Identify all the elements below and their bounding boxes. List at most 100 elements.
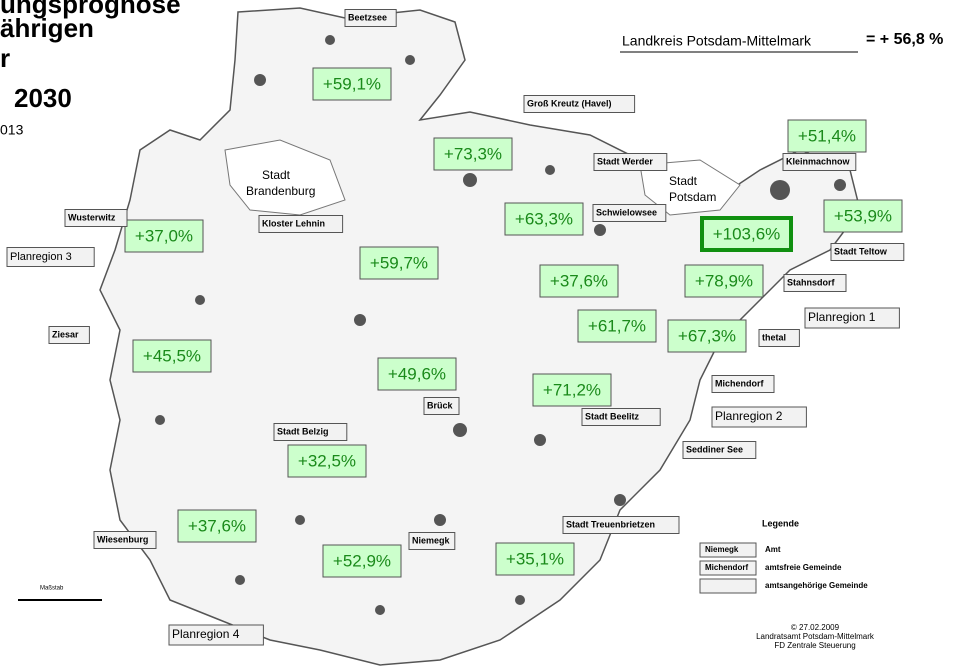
growth-box xyxy=(132,339,212,373)
place-label: Stadt Beelitz xyxy=(585,411,640,421)
place-label: Planregion 2 xyxy=(715,409,783,423)
growth-box xyxy=(700,216,793,252)
place-label: Stadt Belzig xyxy=(277,426,329,436)
growth-box xyxy=(667,319,747,353)
growth-box xyxy=(359,246,439,280)
place-box xyxy=(581,408,661,426)
place-box xyxy=(6,247,95,267)
place-box xyxy=(273,423,348,441)
credit: FD Zentrale Steuerung xyxy=(774,641,855,650)
growth-box xyxy=(532,373,612,407)
growth-box xyxy=(823,199,903,233)
place-box xyxy=(408,532,456,550)
header-label: Landkreis Potsdam-Mittelmark xyxy=(622,33,812,49)
title-line: ungsprognose xyxy=(0,0,181,19)
legend-text: Amt xyxy=(765,545,781,554)
growth-label: +59,1% xyxy=(323,74,381,93)
place-box xyxy=(168,624,264,646)
place-box xyxy=(758,329,800,347)
growth-label: +32,5% xyxy=(298,451,356,470)
place-label: Kloster Lehnin xyxy=(262,218,325,228)
place-box xyxy=(711,375,775,393)
growth-box xyxy=(787,119,867,153)
settlements xyxy=(155,35,846,615)
place-label: Wiesenburg xyxy=(97,534,148,544)
title-line: r xyxy=(0,43,10,73)
legend-title: Legende xyxy=(762,518,799,528)
place-label: Niemegk xyxy=(412,535,451,545)
header-value: = + 56,8 % xyxy=(866,31,943,48)
place-box xyxy=(783,274,847,292)
growth-box xyxy=(504,202,584,236)
place-box xyxy=(682,441,757,459)
growth-label: +71,2% xyxy=(543,380,601,399)
place-label: Stahnsdorf xyxy=(787,277,836,287)
growth-label: +35,1% xyxy=(506,549,564,568)
place-box xyxy=(711,406,807,428)
place-box xyxy=(344,9,397,27)
place-label: Michendorf xyxy=(715,378,765,388)
growth-box xyxy=(433,137,513,171)
title-line: ährigen xyxy=(0,13,94,43)
place-label: Maßstab xyxy=(40,586,64,592)
growth-label: +63,3% xyxy=(515,209,573,228)
place-label: Wusterwitz xyxy=(68,212,116,222)
growth-label: +37,0% xyxy=(135,226,193,245)
growth-box xyxy=(312,67,392,101)
place-label: Stadt Treuenbrietzen xyxy=(566,519,655,529)
place-label: Planregion 4 xyxy=(172,627,240,641)
growth-label: +51,4% xyxy=(798,126,856,145)
growth-box xyxy=(177,509,257,543)
place-label: Brück xyxy=(427,400,454,410)
legend-sample xyxy=(699,560,757,576)
place-box xyxy=(592,204,667,222)
growth-box xyxy=(377,357,457,391)
place-label: Brandenburg xyxy=(246,184,315,198)
growth-label: +52,9% xyxy=(333,551,391,570)
growth-label: +37,6% xyxy=(550,271,608,290)
place-box xyxy=(64,209,128,227)
place-label: Stadt xyxy=(262,168,291,182)
growth-box xyxy=(577,309,657,343)
place-label: Stadt Werder xyxy=(597,156,653,166)
place-box xyxy=(562,516,680,534)
place-box xyxy=(523,95,636,113)
credit: Landratsamt Potsdam-Mittelmark xyxy=(756,632,875,641)
place-label: Planregion 1 xyxy=(808,310,876,324)
growth-label: +37,6% xyxy=(188,516,246,535)
credit: © 27.02.2009 xyxy=(791,623,840,632)
legend-sample xyxy=(699,578,757,594)
growth-label: +67,3% xyxy=(678,326,736,345)
growth-box xyxy=(495,542,575,576)
legend-text: amtsangehörige Gemeinde xyxy=(765,581,868,590)
place-label: Stadt Teltow xyxy=(834,246,888,256)
growth-box xyxy=(322,544,402,578)
place-label: Groß Kreutz (Havel) xyxy=(527,98,612,108)
brandenburg-city xyxy=(224,139,346,216)
growth-box xyxy=(124,219,204,253)
place-box xyxy=(423,397,460,415)
place-label: Kleinmachnow xyxy=(786,156,851,166)
growth-box xyxy=(287,444,367,478)
place-box xyxy=(593,153,668,171)
legend-sample-text: Michendorf xyxy=(705,563,748,572)
growth-box xyxy=(539,264,619,298)
growth-label: +103,6% xyxy=(713,224,781,243)
place-label: Stadt xyxy=(669,174,698,188)
growth-label: +45,5% xyxy=(143,346,201,365)
growth-label: +53,9% xyxy=(834,206,892,225)
place-box xyxy=(258,215,344,233)
place-label: Ziesar xyxy=(52,329,79,339)
legend-text: amtsfreie Gemeinde xyxy=(765,563,842,572)
growth-box xyxy=(684,264,764,298)
place-label: Planregion 3 xyxy=(10,251,72,263)
legend-sample-text: Niemegk xyxy=(705,545,739,554)
growth-label: +61,7% xyxy=(588,316,646,335)
growth-label: +59,7% xyxy=(370,253,428,272)
legend-sample xyxy=(699,542,757,558)
place-label: Potsdam xyxy=(669,190,716,204)
growth-label: +49,6% xyxy=(388,364,446,383)
title-line: 013 xyxy=(0,122,24,138)
title-line: 2030 xyxy=(14,83,72,113)
